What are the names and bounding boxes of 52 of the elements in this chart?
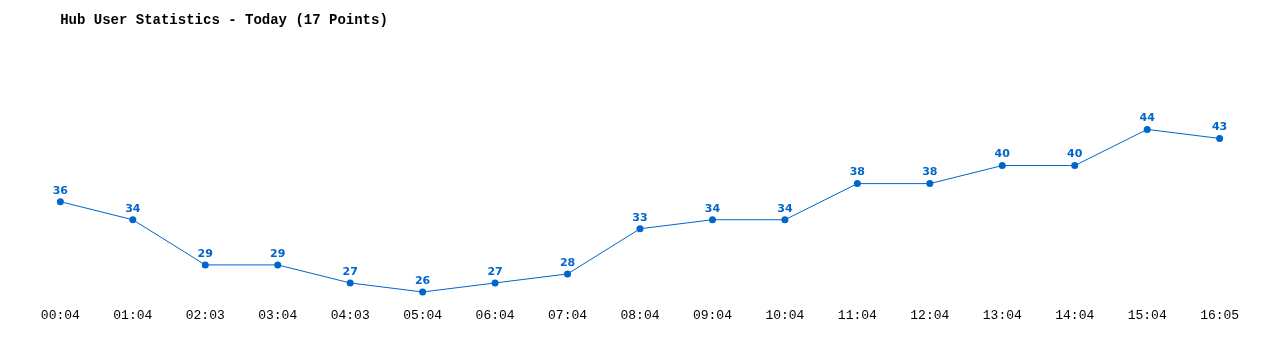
x-tick-label: 16:05 [1200, 308, 1240, 323]
point [708, 216, 716, 224]
point [636, 225, 644, 233]
data-label: 40 [994, 147, 1011, 161]
x-tick-label: 14:04 [1055, 308, 1095, 323]
point [781, 216, 789, 224]
point [998, 162, 1006, 170]
x-tick-label: 02:03 [185, 308, 225, 323]
x-tick-label: 09:04 [692, 308, 733, 323]
data-label: 28 [559, 255, 576, 269]
x-tick-label: 06:04 [475, 308, 515, 323]
data-label: 29 [270, 246, 286, 260]
data-label: 27 [342, 264, 358, 278]
x-tick-label: 07:04 [548, 308, 588, 323]
data-label: 43 [1211, 120, 1228, 134]
data-label: 27 [487, 264, 503, 278]
point [853, 180, 861, 188]
x-tick-label: 04:03 [330, 308, 370, 323]
point [1071, 162, 1079, 170]
data-label: 29 [197, 246, 213, 260]
chart-title: Hub User Statistics - Today (17 Points) [60, 11, 388, 28]
x-tick-label: 03:04 [258, 308, 298, 323]
data-label: 26 [414, 273, 431, 287]
data-label: 44 [1139, 111, 1156, 125]
point [564, 270, 572, 278]
x-tick-label: 01:04 [113, 308, 153, 323]
point [1143, 125, 1151, 133]
x-tick-label: 11:04 [837, 308, 878, 323]
data-label: 34 [125, 201, 141, 215]
x-tick-label: 10:04 [765, 308, 805, 323]
point [274, 261, 282, 269]
data-label: 38 [922, 165, 938, 179]
point [201, 261, 209, 269]
point [926, 180, 934, 188]
x-tick-label: 00:04 [40, 308, 81, 323]
point [419, 288, 427, 296]
data-label: 33 [632, 210, 648, 224]
x-tick-label: 15:04 [1127, 308, 1167, 323]
data-label: 34 [704, 201, 721, 215]
point [129, 216, 137, 224]
x-tick-label: 05:04 [403, 308, 443, 323]
x-tick-label: 12:04 [910, 308, 950, 323]
x-tick-label: 13:04 [982, 308, 1022, 323]
data-label: 38 [849, 165, 866, 179]
point [56, 198, 64, 206]
x-tick-label: 08:04 [620, 308, 660, 323]
point [491, 279, 499, 287]
point [1216, 134, 1224, 142]
data-label: 40 [1067, 147, 1083, 161]
point [346, 279, 354, 287]
data-label: 34 [777, 201, 793, 215]
data-label: 36 [52, 183, 69, 197]
